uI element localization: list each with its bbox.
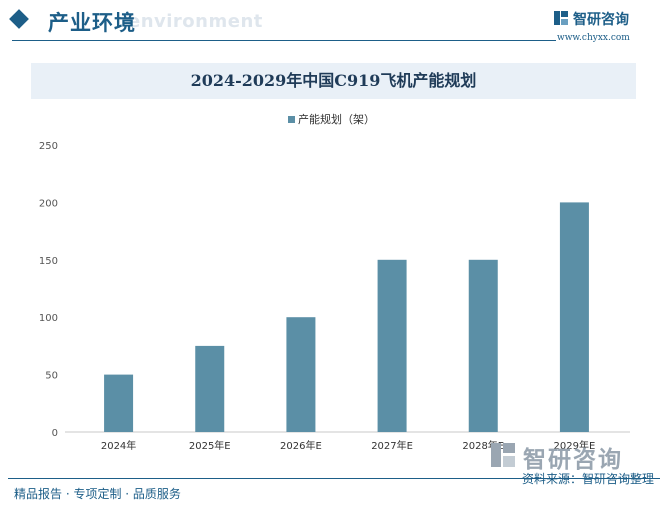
- watermark-name: 智研咨询: [523, 447, 623, 473]
- x-tick-label: 2026年E: [280, 439, 322, 452]
- y-tick-label: 150: [39, 256, 58, 267]
- y-tick-label: 0: [52, 428, 58, 439]
- y-tick-label: 200: [39, 198, 58, 209]
- chart-title: 2024-2029年中国C919飞机产能规划: [190, 71, 477, 90]
- y-tick-label: 100: [39, 313, 58, 324]
- footer-divider: [8, 478, 660, 479]
- legend-swatch: [288, 116, 295, 123]
- footer-slogan: 精品报告 · 专项定制 · 品质服务: [14, 487, 181, 501]
- bar: [195, 345, 225, 432]
- section-title: 产业环境: [48, 11, 136, 35]
- brand-name: 智研咨询: [573, 12, 629, 28]
- x-tick-label: 2029年E: [554, 439, 596, 452]
- bar: [286, 317, 316, 432]
- y-tick-label: 250: [39, 141, 58, 152]
- x-tick-label: 2025年E: [189, 439, 231, 452]
- source-note: 资料来源：智研咨询整理: [521, 472, 654, 486]
- page-header: environment 产业环境 智研咨询 www.chyxx.com: [0, 0, 668, 44]
- brand-logo-icon: [554, 11, 568, 25]
- bar: [559, 202, 589, 432]
- brand-url: www.chyxx.com: [557, 33, 630, 43]
- bottom-watermark-logo: 智研咨询: [489, 440, 659, 473]
- x-tick-label: 2027年E: [371, 439, 413, 452]
- chart-title-bar: 2024-2029年中国C919飞机产能规划: [31, 63, 636, 99]
- legend-label: 产能规划（架）: [298, 112, 375, 126]
- y-tick-label: 50: [45, 371, 58, 382]
- bar: [468, 259, 498, 432]
- bar: [377, 259, 407, 432]
- bar: [104, 374, 134, 432]
- header-divider: [12, 40, 556, 41]
- brand-block: 智研咨询 www.chyxx.com: [551, 9, 656, 45]
- x-tick-label: 2024年: [101, 439, 136, 452]
- watermark-logo-icon: [491, 443, 515, 467]
- section-subtitle-en: environment: [128, 11, 263, 32]
